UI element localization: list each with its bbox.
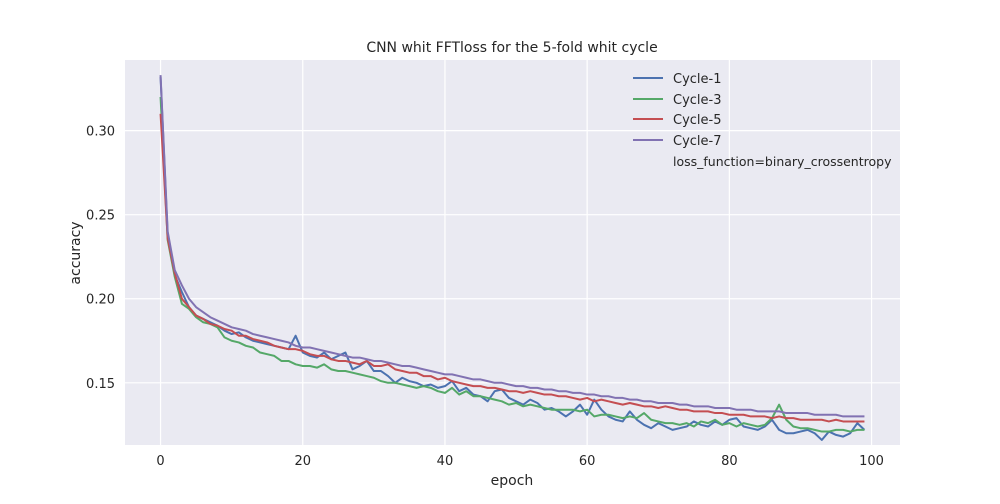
series-lines bbox=[159, 75, 866, 441]
y-tick-label: 0.15 bbox=[86, 377, 115, 392]
legend-annotation: loss_function=binary_crossentropy bbox=[673, 154, 892, 169]
series-line-cycle-7 bbox=[159, 75, 865, 418]
x-tick-label: 100 bbox=[859, 454, 884, 469]
y-tick-label: 0.20 bbox=[86, 293, 115, 308]
tick-labels: 0 20 40 60 80 100 0.15 0.20 0.25 0.30 bbox=[86, 125, 884, 469]
plot-area bbox=[125, 60, 900, 445]
x-tick-label: 60 bbox=[579, 454, 596, 469]
series-line-cycle-5 bbox=[159, 113, 865, 423]
x-tick-label: 40 bbox=[437, 454, 454, 469]
y-tick-label: 0.30 bbox=[86, 125, 115, 140]
legend: Cycle-1 Cycle-3 Cycle-5 Cycle-7 loss_fun… bbox=[633, 72, 892, 169]
x-axis-label: epoch bbox=[491, 473, 534, 489]
x-tick-label: 0 bbox=[156, 454, 164, 469]
x-tick-label: 80 bbox=[721, 454, 738, 469]
y-axis-label: accuracy bbox=[68, 221, 84, 284]
chart-title: CNN whit FFTloss for the 5-fold whit cyc… bbox=[366, 40, 657, 56]
y-tick-label: 0.25 bbox=[86, 209, 115, 224]
legend-label-cycle-1: Cycle-1 bbox=[673, 72, 722, 87]
grid bbox=[125, 60, 900, 445]
legend-label-cycle-7: Cycle-7 bbox=[673, 134, 722, 149]
x-tick-label: 20 bbox=[294, 454, 311, 469]
legend-label-cycle-3: Cycle-3 bbox=[673, 93, 722, 108]
legend-label-cycle-5: Cycle-5 bbox=[673, 113, 722, 128]
series-line-cycle-3 bbox=[159, 96, 865, 433]
